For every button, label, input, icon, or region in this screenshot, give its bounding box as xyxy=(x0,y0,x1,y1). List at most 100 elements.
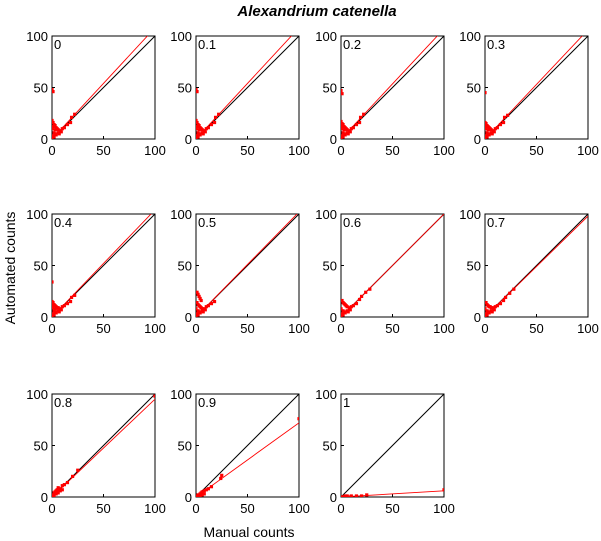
data-point xyxy=(209,302,214,306)
data-point xyxy=(198,494,202,497)
x-tick-label: 0 xyxy=(192,501,199,516)
data-point xyxy=(200,307,204,311)
panel-label: 0.8 xyxy=(54,395,72,410)
data-point xyxy=(196,125,199,129)
x-tick-label: 100 xyxy=(433,321,455,336)
x-tick-label: 50 xyxy=(240,501,254,516)
identity-line xyxy=(52,214,155,317)
data-point xyxy=(495,304,499,308)
data-point xyxy=(219,476,223,481)
data-point xyxy=(493,127,497,131)
data-point xyxy=(52,87,54,92)
y-tick-label: 0 xyxy=(41,310,48,325)
data-point xyxy=(59,130,63,134)
x-tick-label: 50 xyxy=(385,143,399,158)
data-point xyxy=(198,296,202,301)
data-point xyxy=(202,492,206,496)
data-point xyxy=(349,494,353,497)
plot-area xyxy=(485,214,588,317)
data-point xyxy=(201,132,205,136)
data-point xyxy=(57,310,61,314)
panel-label: 0.9 xyxy=(198,395,216,410)
fit-line xyxy=(341,490,444,497)
panel-label: 0.5 xyxy=(198,215,216,230)
data-point xyxy=(199,298,203,303)
x-tick-label: 50 xyxy=(96,321,110,336)
data-point xyxy=(60,127,64,131)
data-point xyxy=(347,306,351,310)
data-point xyxy=(52,120,55,125)
data-point xyxy=(56,306,60,310)
data-point xyxy=(57,132,61,136)
y-tick-label: 50 xyxy=(34,81,48,96)
panel-1: 0 50 100 0 50 100 0.1 xyxy=(170,29,310,158)
data-point xyxy=(487,133,491,137)
data-point xyxy=(52,306,54,310)
data-point xyxy=(60,484,64,488)
data-point xyxy=(76,468,80,472)
y-tick-label: 100 xyxy=(315,29,337,44)
data-point xyxy=(196,135,200,139)
data-point xyxy=(69,115,74,119)
panel-9: 0 50 100 0 50 100 0.9 xyxy=(170,387,310,516)
data-point xyxy=(490,132,494,136)
data-point xyxy=(489,306,493,310)
fit-line xyxy=(52,36,148,139)
data-point xyxy=(491,306,495,310)
data-point xyxy=(56,128,60,132)
data-point xyxy=(493,305,497,309)
x-tick-label: 100 xyxy=(288,321,310,336)
data-point xyxy=(206,126,210,130)
data-point xyxy=(52,135,56,139)
data-point xyxy=(343,311,347,315)
data-point xyxy=(498,122,503,127)
data-point xyxy=(73,293,77,297)
data-point xyxy=(498,302,503,306)
x-tick-label: 100 xyxy=(577,143,599,158)
data-point xyxy=(209,485,214,489)
y-tick-label: 50 xyxy=(467,81,481,96)
data-point xyxy=(341,119,343,124)
data-point xyxy=(209,122,214,127)
x-tick-label: 100 xyxy=(433,143,455,158)
x-tick-label: 0 xyxy=(337,143,344,158)
data-point xyxy=(54,492,58,496)
data-point xyxy=(492,130,496,134)
data-point xyxy=(56,491,60,495)
data-point xyxy=(345,128,349,132)
data-point xyxy=(220,473,224,477)
data-point xyxy=(341,122,345,127)
data-point xyxy=(490,310,494,314)
x-axis-label: Manual counts xyxy=(203,524,294,540)
data-point xyxy=(485,127,487,131)
data-point xyxy=(341,135,345,139)
data-point xyxy=(68,120,73,125)
data-point xyxy=(204,305,208,309)
data-point xyxy=(368,287,372,291)
data-point xyxy=(341,307,343,311)
data-point xyxy=(197,294,201,298)
data-point xyxy=(485,125,488,129)
y-tick-label: 50 xyxy=(178,81,192,96)
y-tick-label: 100 xyxy=(459,207,481,222)
data-point xyxy=(204,127,208,131)
y-tick-label: 50 xyxy=(323,81,337,96)
fit-line xyxy=(52,398,155,497)
data-point xyxy=(53,128,57,132)
data-point xyxy=(196,290,199,294)
data-point xyxy=(59,308,63,312)
data-point xyxy=(53,124,57,128)
data-point xyxy=(508,291,512,295)
data-point xyxy=(349,305,353,309)
data-point xyxy=(196,313,200,317)
data-point xyxy=(341,298,344,303)
data-point xyxy=(354,494,359,497)
y-tick-label: 100 xyxy=(315,387,337,402)
data-point xyxy=(200,128,204,132)
y-tick-label: 0 xyxy=(41,490,48,505)
data-point xyxy=(212,120,217,125)
data-point xyxy=(357,120,362,125)
y-tick-label: 0 xyxy=(330,132,337,147)
data-point xyxy=(203,308,207,312)
